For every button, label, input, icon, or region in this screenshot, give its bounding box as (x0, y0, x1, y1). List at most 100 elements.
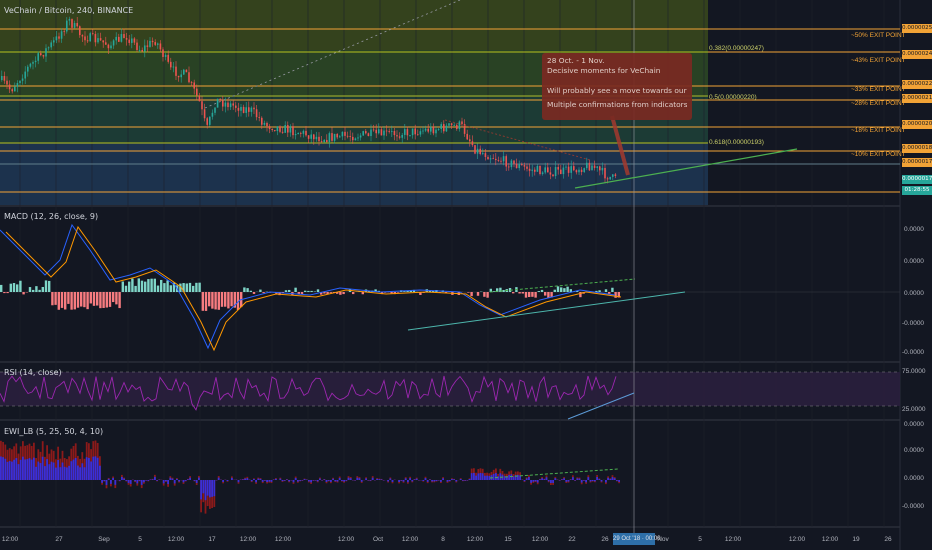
candle-body (107, 44, 110, 49)
ewi-inner-bar (121, 476, 123, 480)
candle-body (391, 130, 393, 132)
macd-histogram-bar (476, 292, 480, 296)
ewi-inner-bar (464, 480, 466, 481)
x-label: 26 (601, 536, 609, 543)
macd-histogram-bar (220, 292, 224, 307)
macd-histogram-bar (35, 286, 38, 292)
macd-histogram-bar (128, 281, 131, 292)
ewi-inner-bar (585, 480, 587, 483)
ewi-inner-bar (576, 478, 579, 480)
ewi-inner-bar (211, 480, 213, 497)
candle-body (276, 126, 279, 132)
candle-body (58, 36, 60, 39)
ewi-inner-bar (222, 480, 224, 482)
level-label: ~18% EXIT POINT (851, 127, 906, 134)
candle-body (180, 74, 182, 78)
ewi-inner-bar (250, 480, 253, 482)
ewi-inner-bar (4, 458, 7, 480)
price-badge: 0.00000219 (902, 94, 932, 103)
macd-histogram-bar (528, 292, 531, 298)
candle-body (248, 107, 250, 112)
ewi-inner-bar (204, 480, 207, 501)
ewi-inner-bar (565, 480, 568, 482)
ewi-inner-bar (481, 473, 484, 480)
ewi-inner-bar (81, 463, 84, 480)
candle-body (164, 54, 167, 57)
annotation-note[interactable]: 28 Oct. - 1 Nov. Decisive moments for Ve… (542, 53, 692, 120)
candle-body (159, 43, 162, 50)
macd-title[interactable]: MACD (12, 26, close, 9) (4, 212, 99, 221)
ewi-title[interactable]: EWI_LB (5, 25, 50, 4, 10) (4, 427, 104, 436)
ewi-inner-bar (103, 480, 106, 481)
macd-histogram-bar (115, 292, 118, 305)
candle-body (86, 40, 89, 42)
ewi-inner-bar (547, 480, 550, 482)
ewi-inner-bar (312, 480, 315, 481)
level-label: ~50% EXIT POINT (851, 32, 906, 39)
candle-body (79, 26, 81, 36)
macd-histogram-bar (556, 286, 560, 292)
macd-histogram-bar (230, 292, 233, 307)
ewi-inner-bar (136, 480, 139, 484)
ewi-inner-bar (88, 457, 90, 480)
macd-histogram-bar (3, 292, 6, 294)
ewi-inner-bar (569, 479, 572, 480)
macd-histogram-bar (566, 286, 569, 292)
ewi-inner-bar (424, 478, 427, 480)
candle-body (487, 156, 489, 160)
candle-body (411, 128, 414, 136)
ewi-inner-bar (209, 480, 211, 498)
ewi-inner-bar (407, 480, 409, 483)
ewi-inner-bar (514, 474, 517, 480)
ewi-inner-bar (343, 480, 345, 482)
x-label: 12:00 (821, 536, 839, 543)
candle-body (437, 128, 440, 130)
candle-body (526, 166, 528, 169)
macd-dashed-trend (489, 278, 636, 293)
x-label: 12:00 (724, 536, 742, 543)
macd-tick: 0.0000 (904, 290, 924, 297)
candle-body (40, 53, 42, 56)
candle-body (45, 48, 47, 57)
candle-body (560, 169, 562, 175)
ewi-inner-bar (281, 480, 284, 482)
rsi-tick: 75.0000 (902, 368, 926, 375)
ewi-inner-bar (176, 478, 178, 480)
macd-histogram-bar (22, 292, 25, 295)
macd-histogram-bar (19, 280, 22, 292)
macd-histogram-bar (12, 282, 16, 292)
ewi-inner-bar (598, 479, 601, 480)
ewi-inner-bar (455, 480, 458, 482)
price-badge: 0.00000189 (902, 144, 932, 153)
macd-histogram-bar (57, 292, 60, 310)
macd-tick: -0.0000 (902, 349, 925, 356)
macd-histogram-bar (288, 289, 291, 292)
candle-body (591, 165, 593, 171)
ewi-inner-bar (171, 478, 174, 480)
ewi-inner-bar (451, 478, 453, 480)
price-badge: 0.00000246 (902, 50, 932, 59)
ewi-inner-bar (536, 480, 539, 483)
candle-body (167, 54, 169, 62)
macd-histogram-bar (300, 292, 304, 295)
ewi-inner-bar (202, 480, 205, 494)
rsi-title[interactable]: RSI (14, close) (4, 368, 62, 377)
macd-histogram-bar (428, 291, 432, 292)
candle-body (268, 126, 271, 129)
symbol-title[interactable]: VeChain / Bitcoin, 240, BINANCE (4, 6, 134, 15)
macd-histogram-bar (9, 283, 12, 292)
ewi-inner-bar (580, 480, 583, 483)
macd-trendline (407, 291, 686, 331)
ewi-inner-bar (607, 477, 609, 480)
candle-body (505, 156, 507, 167)
macd-histogram-bar (140, 280, 144, 292)
candle-body (177, 75, 180, 78)
candle-body (531, 169, 533, 171)
ewi-inner-bar (48, 464, 51, 480)
ewi-inner-bar (288, 480, 290, 482)
ewi-inner-bar (231, 477, 233, 480)
ewi-inner-bar (319, 478, 321, 480)
candle-body (521, 164, 523, 166)
candle-body (320, 141, 323, 143)
